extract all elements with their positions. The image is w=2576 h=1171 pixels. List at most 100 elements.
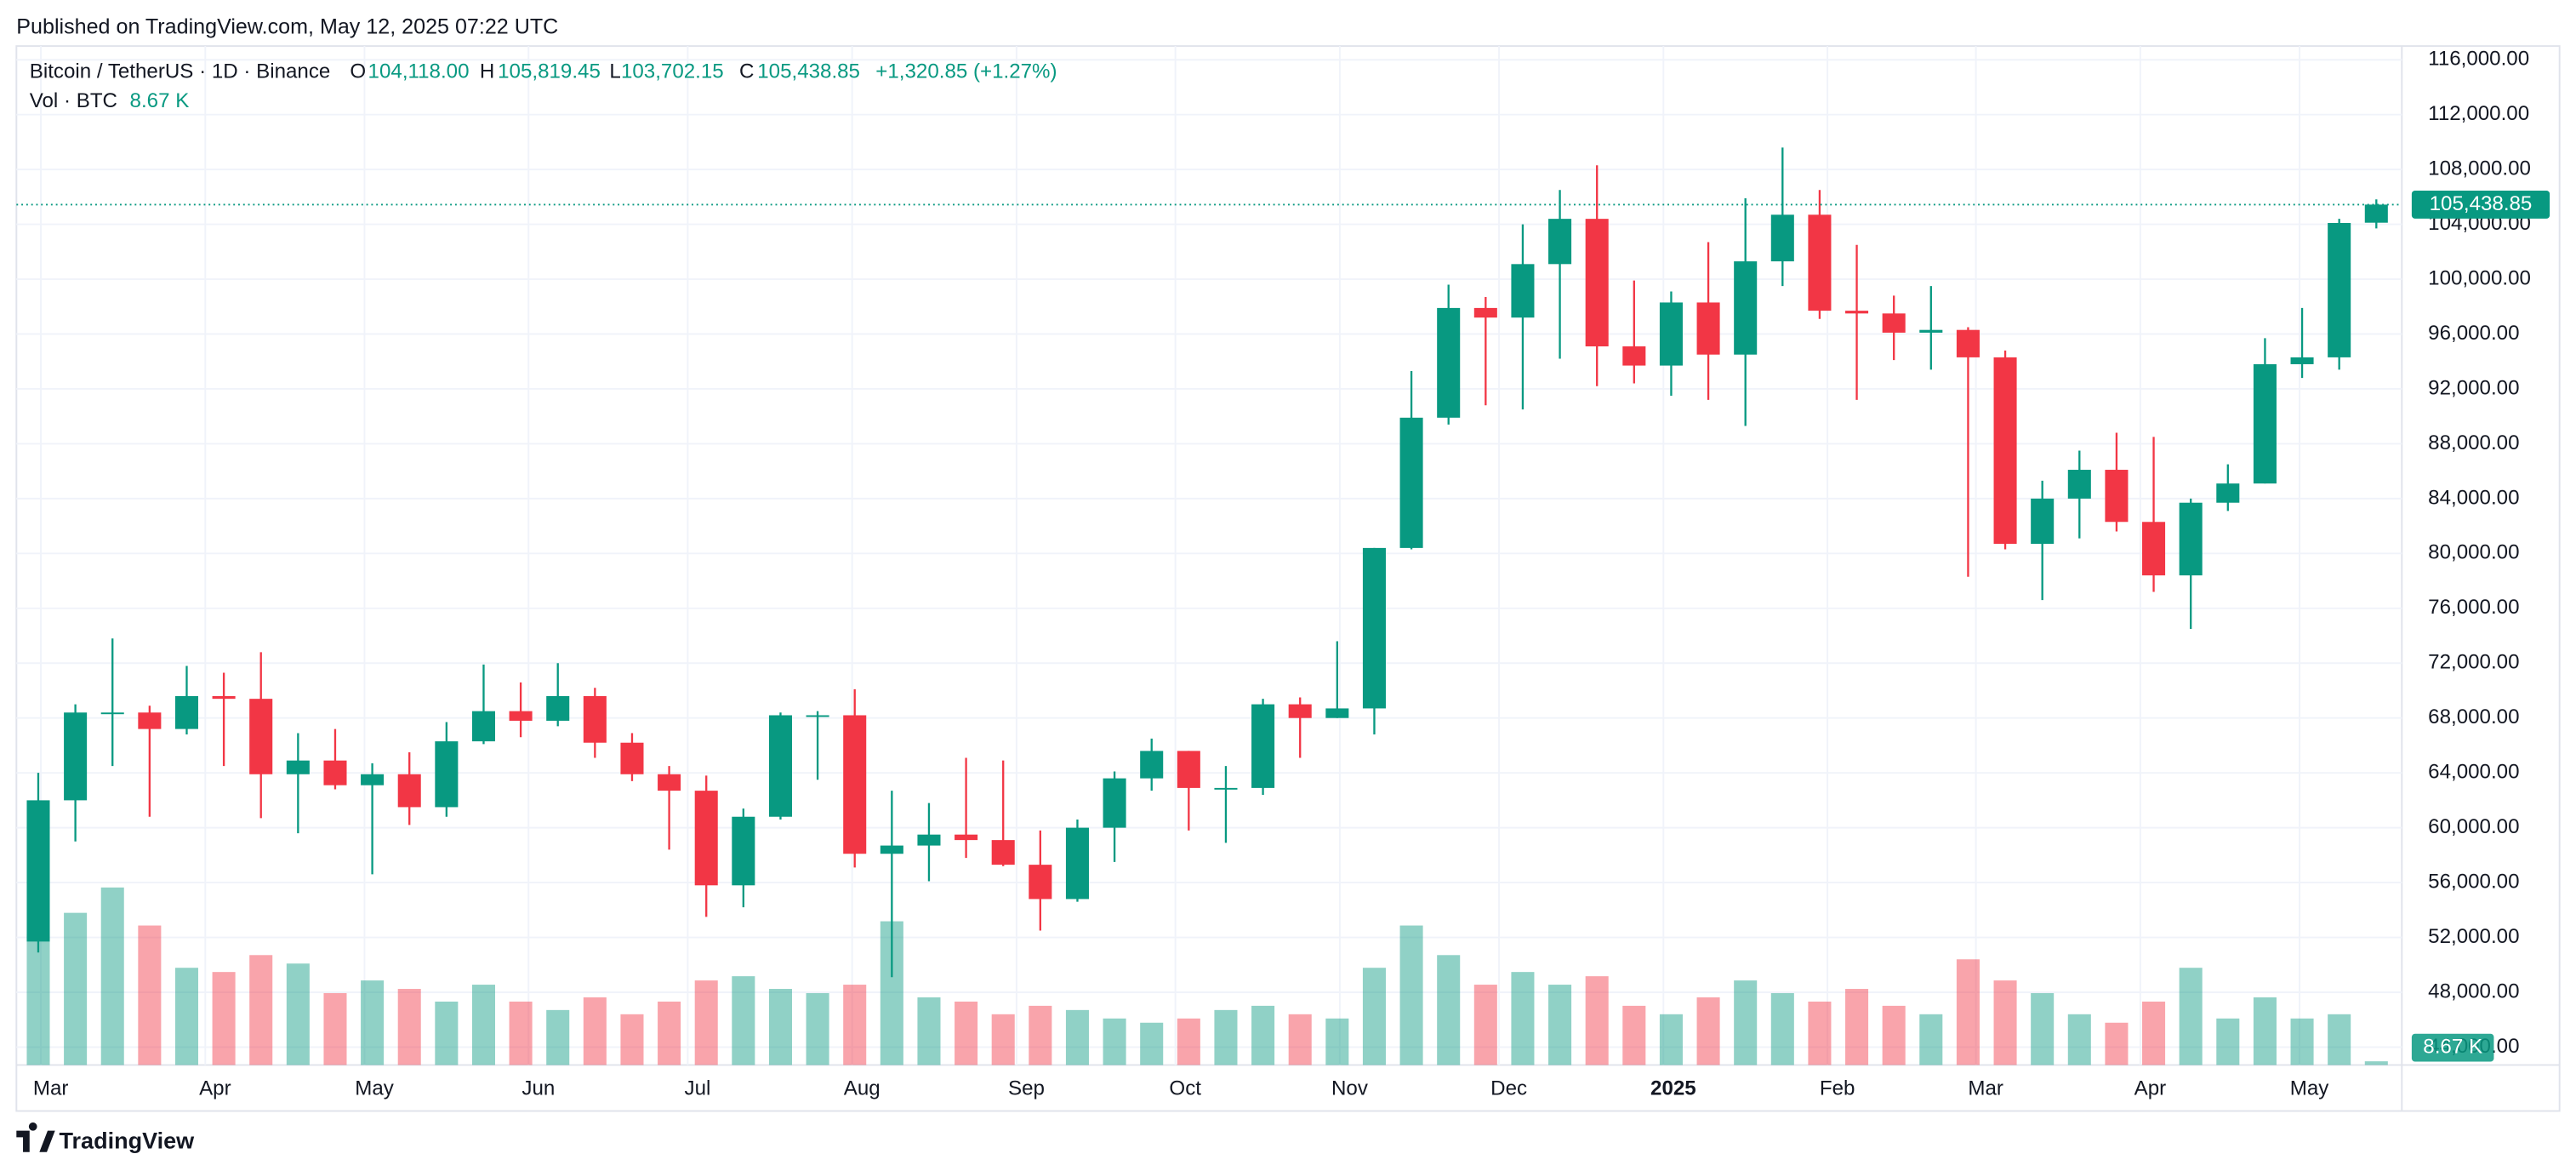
candle-body — [917, 834, 941, 846]
x-tick-label: Apr — [2134, 1077, 2167, 1100]
volume-bar — [732, 976, 755, 1065]
volume-bar — [323, 992, 347, 1065]
volume-tag-label: 8.67 K — [2423, 1036, 2482, 1059]
legend-header: Bitcoin / TetherUS · 1D · Binance O 104,… — [30, 60, 1057, 112]
x-tick-label: May — [2290, 1077, 2330, 1100]
volume-bar — [397, 989, 421, 1065]
volume-bar — [1808, 1001, 1832, 1065]
volume-bar — [361, 980, 385, 1065]
last-price-tag — [2411, 190, 2550, 219]
candle-body — [1845, 311, 1869, 314]
x-tick-label: Aug — [844, 1077, 881, 1100]
candle-body — [583, 695, 607, 743]
x-tick-label: Nov — [1331, 1077, 1368, 1100]
volume-bar — [1696, 997, 1720, 1065]
y-tick-label: 84,000.00 — [2428, 486, 2519, 509]
volume-bar — [1288, 1014, 1312, 1065]
volume-bar — [1251, 1005, 1275, 1065]
volume-bar — [1511, 972, 1535, 1065]
volume-bar — [1956, 959, 1980, 1065]
volume-bar — [2253, 997, 2277, 1065]
candle-body — [546, 695, 570, 721]
candle-body — [2142, 522, 2166, 576]
volume-bar — [1214, 1009, 1238, 1065]
candle-body — [2179, 502, 2203, 576]
candle-body — [1585, 219, 1609, 347]
volume-tag — [2411, 1033, 2494, 1062]
candle-body — [1622, 346, 1646, 366]
candle-body — [955, 834, 978, 841]
axes: 44,000.0048,000.0052,000.0056,000.0060,0… — [16, 48, 2550, 1100]
candle-body — [1140, 751, 1164, 779]
volume-bar — [1325, 1018, 1349, 1065]
brand-logo — [16, 1122, 55, 1152]
volume-bar — [249, 955, 273, 1065]
volume-bar — [1770, 992, 1794, 1065]
candle-body — [1177, 751, 1200, 788]
candle-body — [2105, 470, 2129, 523]
candle-body — [991, 840, 1015, 865]
y-tick-label: 72,000.00 — [2428, 651, 2519, 674]
candle-body — [64, 712, 88, 801]
volume-bar — [138, 925, 162, 1065]
candle-body — [249, 699, 273, 774]
x-tick-label: Mar — [1968, 1077, 2003, 1100]
volume-bar — [991, 1014, 1015, 1065]
candle-body — [2328, 222, 2351, 357]
last-price-label: 105,438.85 — [2430, 192, 2533, 215]
y-tick-label: 68,000.00 — [2428, 705, 2519, 728]
candle-body — [1214, 787, 1238, 790]
candle-body — [1065, 827, 1089, 900]
candle-body — [212, 695, 236, 700]
volume-bar — [1993, 980, 2017, 1065]
low-key: L — [609, 60, 620, 83]
volume-value: 8.67 K — [130, 89, 190, 112]
candle-body — [1473, 307, 1497, 318]
volume-bar — [471, 985, 495, 1065]
open-key: O — [350, 60, 366, 83]
volume-bar — [1473, 985, 1497, 1065]
volume-bar — [2216, 1018, 2240, 1065]
candle-body — [1437, 307, 1461, 418]
open-value: 104,118.00 — [368, 60, 470, 83]
candle-body — [2290, 357, 2314, 364]
x-tick-label: Jun — [521, 1077, 555, 1100]
candle-body — [1511, 264, 1535, 318]
candle-body — [1919, 329, 1943, 333]
candle-body — [1659, 302, 1683, 366]
volume-bar — [1659, 1014, 1683, 1065]
y-tick-label: 112,000.00 — [2428, 102, 2529, 125]
symbol: Bitcoin / TetherUS · 1D · Binance — [30, 60, 331, 83]
candle-body — [1288, 704, 1312, 718]
brand: TradingView — [16, 1122, 195, 1153]
x-tick-label: Oct — [1169, 1077, 1201, 1100]
y-tick-label: 80,000.00 — [2428, 541, 2519, 564]
volume-bar — [64, 912, 88, 1065]
volume-bar — [1919, 1014, 1943, 1065]
volume-bar — [2031, 992, 2055, 1065]
x-tick-label: Sep — [1008, 1077, 1045, 1100]
x-tick-label: Jul — [685, 1077, 711, 1100]
candle-body — [1103, 778, 1126, 828]
volume-bar — [955, 1001, 978, 1065]
volume-bar — [768, 989, 792, 1065]
volume-key: Vol · BTC — [30, 89, 117, 112]
volume-bar — [286, 963, 310, 1065]
candle-body — [620, 742, 644, 774]
candle-body — [1770, 214, 1794, 262]
candle-body — [768, 715, 792, 817]
volume-bar — [2067, 1014, 2091, 1065]
volume-bar — [1177, 1018, 1200, 1065]
brand-name: TradingView — [60, 1128, 196, 1153]
volume-bar — [1362, 968, 1386, 1065]
volume-bar — [2290, 1018, 2314, 1065]
candle-body — [880, 845, 903, 854]
high-key: H — [480, 60, 494, 83]
published-note: Published on TradingView.com, May 12, 20… — [16, 14, 558, 38]
y-tick-label: 56,000.00 — [2428, 870, 2519, 893]
volume-bar — [435, 1001, 459, 1065]
candle-body — [100, 712, 124, 715]
candle-body — [694, 791, 718, 886]
